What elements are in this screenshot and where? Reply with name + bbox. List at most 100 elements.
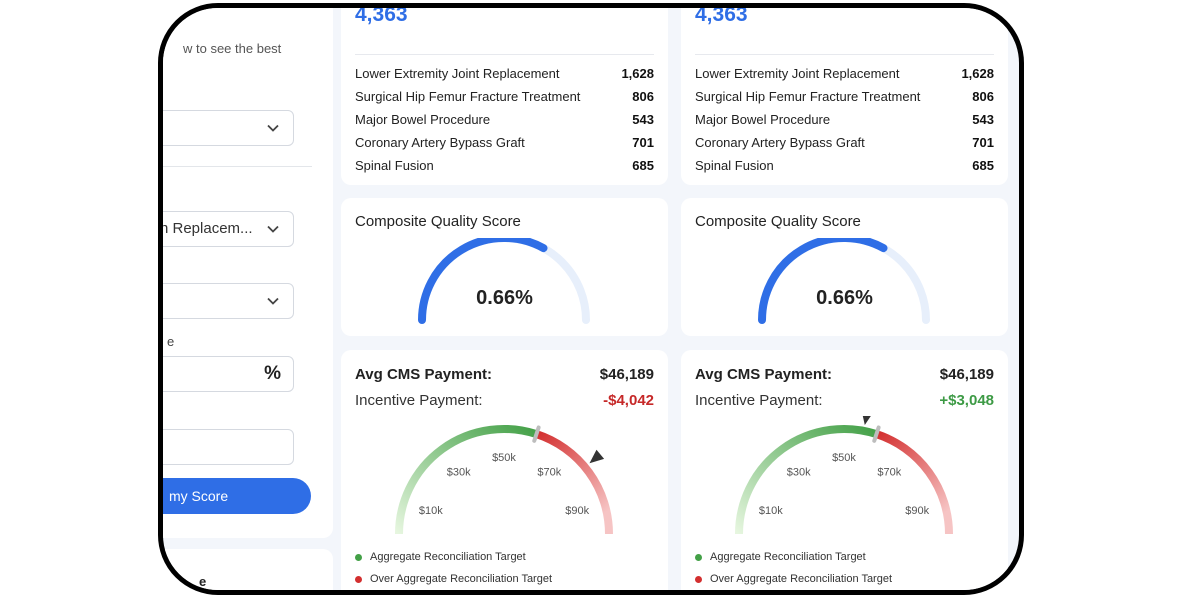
episode-label: Surgical Hip Femur Fracture Treatment [695, 89, 921, 104]
quality-gauge [418, 238, 590, 324]
calculate-score-button[interactable]: my Score [163, 478, 311, 514]
episode-count: 1,628 [961, 66, 994, 81]
incentive-payment-value: +$3,048 [939, 392, 994, 409]
secondary-panel-title: e [199, 574, 207, 589]
episode-count: 806 [972, 89, 994, 104]
chevron-down-icon [267, 297, 279, 305]
legend-item: Over Aggregate Reconciliation Target [355, 573, 552, 585]
legend-label: Over Aggregate Reconciliation Target [710, 573, 893, 585]
legend-item: Aggregate Reconciliation Target [355, 551, 526, 563]
episode-count: 701 [972, 135, 994, 150]
legend-label: Aggregate Reconciliation Target [370, 551, 526, 563]
tick-label: $90k [905, 505, 929, 517]
cms-payment-label: Avg CMS Payment: [695, 366, 832, 383]
tick-label: $10k [759, 505, 783, 517]
legend-item: Aggregate Reconciliation Target [695, 551, 866, 563]
quality-score-value: 0.66% [476, 287, 533, 309]
chevron-down-icon [267, 225, 279, 233]
episode-label: Coronary Artery Bypass Graft [695, 135, 865, 150]
gauge-target-arc [735, 424, 878, 535]
percent-field-label: e [167, 334, 175, 349]
green-dot-icon [695, 553, 702, 561]
quality-score-title: Composite Quality Score [695, 213, 861, 230]
quality-score-value: 0.66% [816, 287, 873, 309]
episodes-card: 4,363 Lower Extremity Joint Replacement 1… [341, 3, 668, 185]
episode-count: 543 [972, 112, 994, 127]
divider [163, 166, 312, 167]
list-item: Surgical Hip Femur Fracture Treatment 806 [355, 89, 654, 109]
select-episode[interactable]: n Replacem... [160, 211, 294, 247]
episode-label: Spinal Fusion [355, 158, 434, 173]
list-item: Lower Extremity Joint Replacement 1,628 [355, 66, 654, 86]
tick-label: $70k [537, 467, 561, 479]
percent-symbol: % [264, 363, 281, 384]
select-1[interactable] [163, 110, 294, 146]
text-input[interactable] [163, 429, 294, 465]
cms-payment-value: $46,189 [939, 366, 994, 383]
needle-pointer-icon [589, 449, 605, 464]
chevron-down-icon [267, 124, 279, 132]
list-item: Major Bowel Procedure 543 [695, 112, 994, 132]
list-item: Major Bowel Procedure 543 [355, 112, 654, 132]
tick-label: $10k [419, 505, 443, 517]
tick-label: $30k [787, 467, 811, 479]
incentive-payment-value: -$4,042 [603, 392, 654, 409]
list-item: Surgical Hip Femur Fracture Treatment 806 [695, 89, 994, 109]
quality-score-title: Composite Quality Score [355, 213, 521, 230]
payment-card: Avg CMS Payment: $46,189 Incentive Payme… [681, 350, 1008, 590]
red-dot-icon [695, 575, 702, 583]
incentive-payment-label: Incentive Payment: [695, 392, 823, 409]
legend-label: Over Aggregate Reconciliation Target [370, 573, 553, 585]
episode-label: Coronary Artery Bypass Graft [355, 135, 525, 150]
payment-gauge: $10k $30k $50k $70k $90k [735, 416, 953, 535]
green-dot-icon [355, 553, 362, 561]
payment-card: Avg CMS Payment: $46,189 Incentive Payme… [341, 350, 668, 590]
select-episode-value: n Replacem... [160, 220, 253, 237]
secondary-panel [163, 549, 333, 590]
episode-count: 806 [632, 89, 654, 104]
tick-label: $70k [877, 467, 901, 479]
list-item: Lower Extremity Joint Replacement 1,628 [695, 66, 994, 86]
tick-label: $50k [832, 452, 856, 464]
list-item: Coronary Artery Bypass Graft 701 [355, 135, 654, 155]
list-item: Spinal Fusion 685 [355, 158, 654, 178]
episode-label: Surgical Hip Femur Fracture Treatment [355, 89, 581, 104]
episode-count: 543 [632, 112, 654, 127]
quality-score-card: Composite Quality Score 0.66% [681, 198, 1008, 336]
episode-label: Spinal Fusion [695, 158, 774, 173]
divider [355, 54, 654, 55]
app-frame: w to see the best n Replacem... e % my S… [158, 3, 1024, 595]
cms-payment-label: Avg CMS Payment: [355, 366, 492, 383]
tick-label: $90k [565, 505, 589, 517]
episodes-card: 4,363 Lower Extremity Joint Replacement 1… [681, 8, 1008, 185]
episode-label: Major Bowel Procedure [355, 112, 491, 127]
episode-count: 685 [632, 158, 654, 173]
gauge-fill [418, 238, 548, 324]
red-dot-icon [355, 575, 362, 583]
episode-label: Lower Extremity Joint Replacement [355, 66, 560, 81]
episodes-total: 4,363 [355, 3, 408, 26]
cms-payment-value: $46,189 [599, 366, 654, 383]
list-item: Spinal Fusion 685 [695, 158, 994, 178]
episode-count: 685 [972, 158, 994, 173]
episode-label: Major Bowel Procedure [695, 112, 831, 127]
episode-count: 1,628 [621, 66, 654, 81]
list-item: Coronary Artery Bypass Graft 701 [695, 135, 994, 155]
gauge-fill [758, 238, 888, 324]
quality-gauge [758, 238, 930, 324]
episode-count: 701 [632, 135, 654, 150]
gauge-target-arc [395, 424, 538, 535]
target-marker [872, 425, 881, 443]
quality-score-card: Composite Quality Score 0.66% [341, 198, 668, 336]
legend-item: Over Aggregate Reconciliation Target [695, 573, 892, 585]
gauge-over-arc [535, 430, 613, 535]
payment-gauge: $10k $30k $50k $70k $90k [395, 424, 613, 535]
episode-label: Lower Extremity Joint Replacement [695, 66, 900, 81]
percent-input[interactable]: % [163, 356, 294, 392]
tick-label: $30k [447, 467, 471, 479]
calculate-score-label: my Score [169, 488, 229, 504]
incentive-payment-label: Incentive Payment: [355, 392, 483, 409]
divider [695, 54, 994, 55]
tick-label: $50k [492, 452, 516, 464]
select-3[interactable] [163, 283, 294, 319]
